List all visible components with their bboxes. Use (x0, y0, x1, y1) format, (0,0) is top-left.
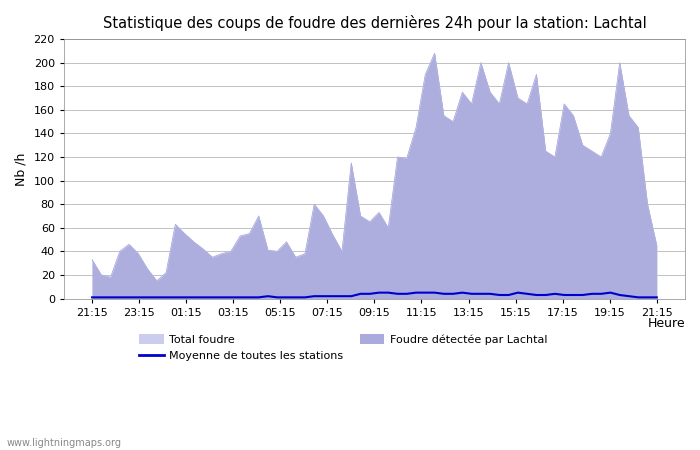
Legend: Total foudre, Moyenne de toutes les stations, Foudre détectée par Lachtal: Total foudre, Moyenne de toutes les stat… (135, 329, 552, 365)
Title: Statistique des coups de foudre des dernières 24h pour la station: Lachtal: Statistique des coups de foudre des dern… (102, 15, 646, 31)
Text: Heure: Heure (648, 317, 685, 330)
Y-axis label: Nb /h: Nb /h (15, 152, 28, 185)
Text: www.lightningmaps.org: www.lightningmaps.org (7, 438, 122, 448)
